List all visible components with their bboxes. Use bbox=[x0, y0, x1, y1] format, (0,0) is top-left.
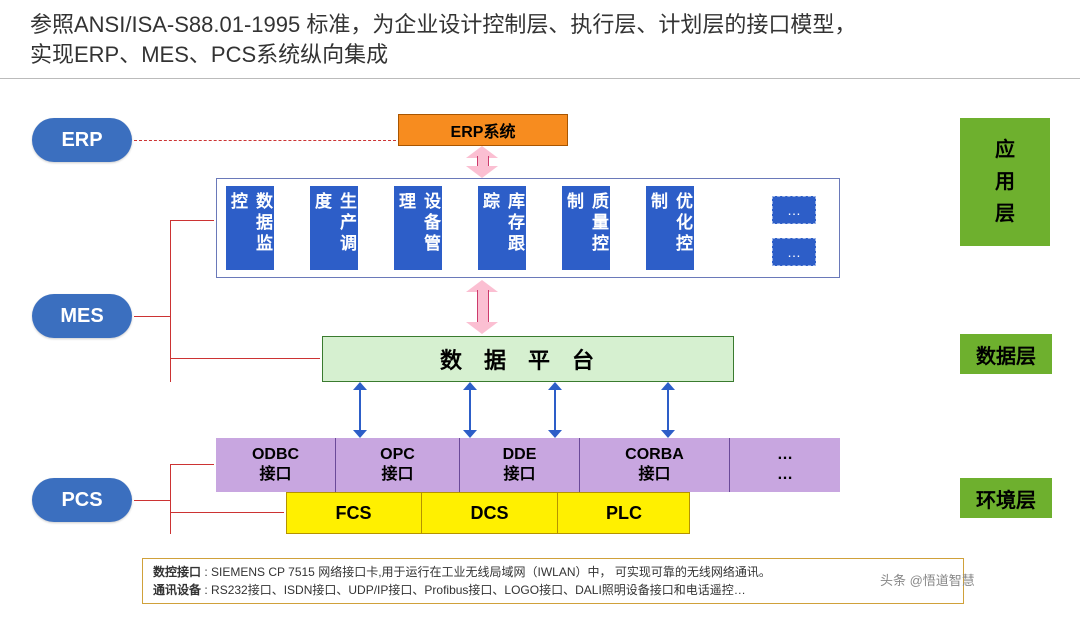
arrow-dp-if-0 bbox=[353, 382, 367, 438]
footnote-box: 数控接口 : SIEMENS CP 7515 网络接口卡,用于运行在工业无线局域… bbox=[142, 558, 964, 604]
app-l3: 层 bbox=[995, 203, 1015, 225]
mes-block-2: 设备管理 bbox=[394, 186, 442, 270]
mes-more-top: … bbox=[772, 196, 816, 224]
connector-erp bbox=[134, 140, 396, 141]
watermark: 头条 @悟道智慧 bbox=[880, 570, 975, 589]
data-platform-box: 数据平台 bbox=[322, 336, 734, 382]
mes-block-5: 优化控制 bbox=[646, 186, 694, 270]
yellow-cell-0: FCS bbox=[286, 492, 422, 534]
note-v1: : SIEMENS CP 7515 网络接口卡,用于运行在工业无线局域网（IWL… bbox=[204, 565, 771, 579]
interface-cell-4: …… bbox=[730, 438, 840, 492]
interface-cell-2: DDE接口 bbox=[460, 438, 580, 492]
interface-cell-3: CORBA接口 bbox=[580, 438, 730, 492]
connector-mes-h bbox=[134, 316, 170, 317]
pill-pcs: PCS bbox=[32, 478, 132, 522]
note-k1: 数控接口 bbox=[153, 565, 201, 579]
diagram-root: 参照ANSI/ISA-S88.01-1995 标准，为企业设计控制层、执行层、计… bbox=[0, 0, 1080, 624]
mes-block-0: 数据监控 bbox=[226, 186, 274, 270]
interface-cell-1: OPC接口 bbox=[336, 438, 460, 492]
title-line1: 参照ANSI/ISA-S88.01-1995 标准，为企业设计控制层、执行层、计… bbox=[30, 12, 856, 37]
mes-block-4: 质量控制 bbox=[562, 186, 610, 270]
connector-pcs-bot bbox=[170, 512, 284, 513]
label-data-layer: 数据层 bbox=[960, 334, 1052, 374]
title-line2: 实现ERP、MES、PCS系统纵向集成 bbox=[30, 42, 388, 67]
app-l1: 应 bbox=[995, 139, 1015, 161]
interface-cell-0: ODBC接口 bbox=[216, 438, 336, 492]
erp-system-box: ERP系统 bbox=[398, 114, 568, 146]
connector-mes-bot bbox=[170, 358, 320, 359]
arrow-dp-if-3 bbox=[661, 382, 675, 438]
connector-pcs-h bbox=[134, 500, 170, 501]
yellow-cell-2: PLC bbox=[558, 492, 690, 534]
pill-mes: MES bbox=[32, 294, 132, 338]
title-divider bbox=[0, 78, 1080, 79]
pill-erp: ERP bbox=[32, 118, 132, 162]
yellow-cell-1: DCS bbox=[422, 492, 558, 534]
arrow-dp-if-1 bbox=[463, 382, 477, 438]
label-env-layer: 环境层 bbox=[960, 478, 1052, 518]
mes-more-bot: … bbox=[772, 238, 816, 266]
note-k2: 通讯设备 bbox=[153, 583, 201, 597]
arrow-mes-dp bbox=[466, 280, 498, 334]
connector-pcs-v bbox=[170, 464, 171, 534]
arrow-erp-mes bbox=[466, 146, 498, 178]
connector-mes-top bbox=[170, 220, 214, 221]
label-app-layer: 应 用 层 bbox=[960, 118, 1050, 246]
app-l2: 用 bbox=[995, 171, 1015, 193]
note-v2: : RS232接口、ISDN接口、UDP/IP接口、Profibus接口、LOG… bbox=[204, 583, 745, 597]
arrow-dp-if-2 bbox=[548, 382, 562, 438]
mes-block-1: 生产调度 bbox=[310, 186, 358, 270]
page-title: 参照ANSI/ISA-S88.01-1995 标准，为企业设计控制层、执行层、计… bbox=[30, 10, 1010, 70]
connector-pcs-top bbox=[170, 464, 214, 465]
mes-block-3: 库存跟踪 bbox=[478, 186, 526, 270]
